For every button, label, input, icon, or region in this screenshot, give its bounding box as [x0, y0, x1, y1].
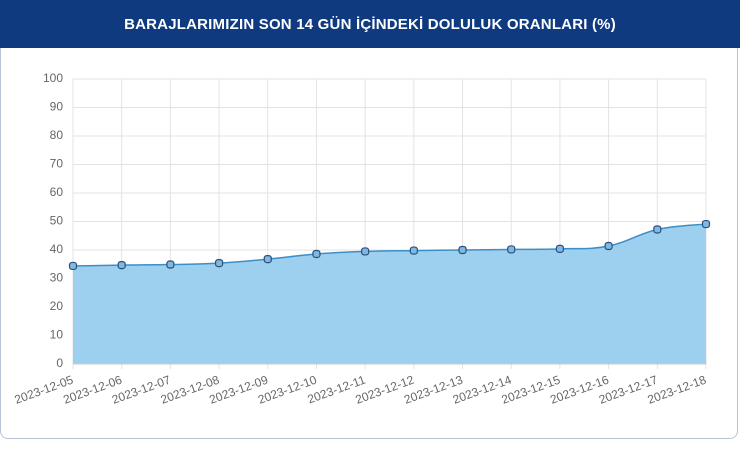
- y-tick-label: 20: [50, 299, 64, 313]
- y-tick-label: 100: [43, 71, 63, 85]
- y-tick-label: 40: [50, 242, 64, 256]
- area-fill: [73, 224, 706, 364]
- header-title: BARAJLARIMIZIN SON 14 GÜN İÇİNDEKİ DOLUL…: [0, 0, 740, 48]
- y-tick-label: 30: [50, 271, 64, 285]
- point-marker: [409, 246, 418, 255]
- point-marker: [653, 225, 662, 234]
- chart-card: [0, 48, 738, 439]
- point-marker: [507, 245, 516, 254]
- point-marker: [458, 245, 467, 255]
- point-marker: [166, 260, 175, 269]
- point-marker: [604, 241, 613, 251]
- y-tick-label: 90: [50, 100, 64, 114]
- point-marker: [555, 244, 565, 253]
- point-marker: [312, 249, 321, 259]
- point-marker: [263, 255, 272, 264]
- point-marker: [68, 261, 78, 271]
- area-line: [72, 223, 707, 267]
- point-marker: [214, 259, 224, 268]
- y-tick-label: 0: [56, 356, 63, 370]
- y-tick-label: 70: [50, 157, 64, 171]
- y-tick-label: 50: [50, 214, 64, 228]
- y-tick-label: 60: [50, 185, 64, 199]
- point-marker: [361, 247, 370, 256]
- point-marker: [117, 261, 126, 270]
- y-tick-label: 80: [50, 128, 64, 142]
- point-marker: [701, 219, 711, 229]
- y-tick-label: 10: [50, 328, 64, 342]
